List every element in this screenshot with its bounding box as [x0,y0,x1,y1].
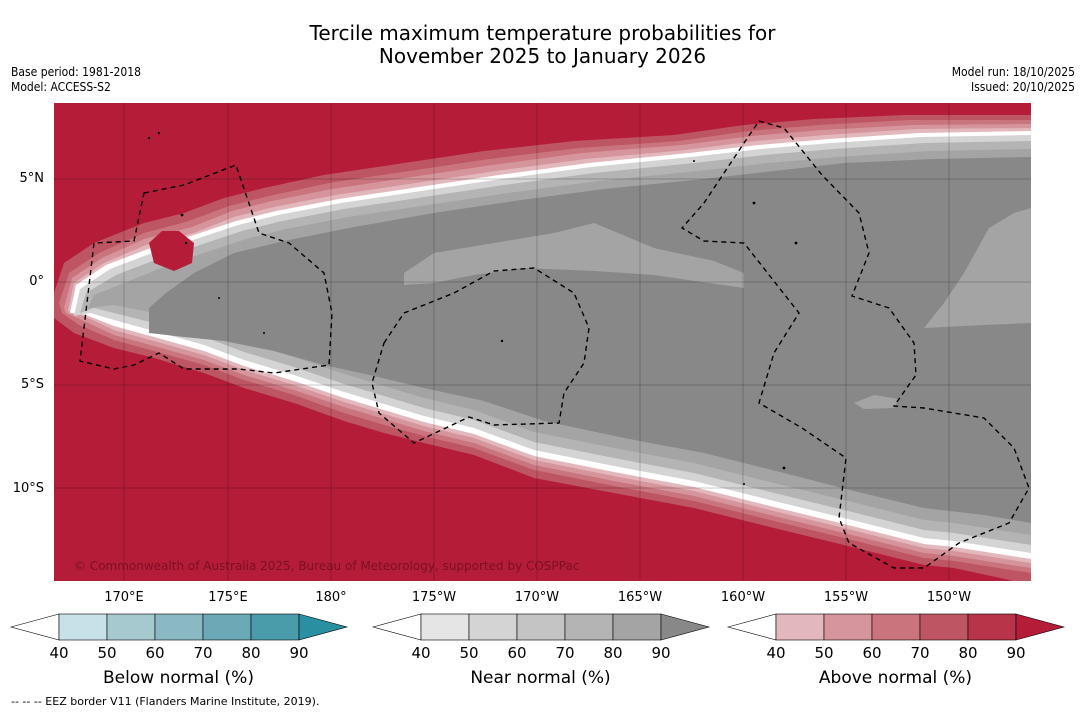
above-normal-pocket [149,231,194,271]
cb-below-swatch-3 [154,613,204,641]
cb-below-tri-right [298,613,349,641]
cb-near-tick: 40 [411,644,431,662]
map-canvas: © Commonwealth of Australia 2025, Bureau… [54,103,1031,581]
eez-border-kiribati-gilberts [79,164,333,374]
colorbar-near-normal [371,613,711,641]
model-run-date: Model run: 18/10/2025 [951,65,1075,79]
colorbar-below-normal [9,613,349,641]
cb-below-tick: 80 [241,644,261,662]
cb-above-tick: 60 [862,644,882,662]
near-normal-90-region [149,157,1031,523]
eez-border-tokelau [371,267,590,444]
lon-label-160w: 160°W [720,590,766,605]
lat-label-0: 0° [29,274,44,289]
lat-label-10s: 10°S [12,481,44,496]
lat-label-5n: 5°N [19,171,45,186]
cb-near-tick: 70 [555,644,575,662]
cb-above-tri-left [726,613,777,641]
cb-above-swatch-5 [967,613,1017,641]
cb-below-tri-left [9,613,60,641]
cb-near-swatch-1 [420,613,470,641]
colorbars [9,613,1066,641]
cb-above-swatch-2 [823,613,873,641]
cb-above-label: Above normal (%) [818,668,973,688]
cb-near-tick: 60 [507,644,527,662]
cb-below-swatch-4 [202,613,252,641]
lat-label-5s: 5°S [20,377,44,392]
lon-label-155w: 155°W [823,590,869,605]
title-line-2: November 2025 to January 2026 [378,44,707,68]
cb-below-swatch-1 [58,613,108,641]
cb-near-tick: 50 [459,644,479,662]
lon-label-165w: 165°W [617,590,663,605]
cb-below-tick: 90 [289,644,309,662]
cb-below-tick: 40 [49,644,69,662]
cb-above-tick: 40 [766,644,786,662]
cb-near-tick: 80 [603,644,623,662]
lon-label-175e: 175°E [208,590,248,605]
cb-near-swatch-5 [612,613,662,641]
eez-borders [79,120,1030,569]
lon-label-180: 180° [315,590,347,605]
cb-near-swatch-3 [516,613,566,641]
lon-label-170w: 170°W [514,590,560,605]
cb-below-swatch-2 [106,613,156,641]
cb-below-tick: 60 [145,644,165,662]
colorbar-above-normal [726,613,1066,641]
cb-above-tick: 80 [958,644,978,662]
cb-above-tick: 90 [1006,644,1026,662]
cb-above-tri-right [1015,613,1066,641]
probability-map: © Commonwealth of Australia 2025, Bureau… [54,103,1031,581]
eez-footnote: -- -- -- EEZ border V11 (Flanders Marine… [11,695,320,708]
cb-above-swatch-1 [775,613,825,641]
cb-above-tick: 50 [814,644,834,662]
cb-below-tick: 50 [97,644,117,662]
near-normal-80-patch-east [924,208,1031,328]
model-info: Base period: 1981-2018 Model: ACCESS-S2 [11,65,141,95]
cb-near-label: Near normal (%) [470,668,611,688]
near-normal-80-patch-equator [404,223,744,288]
cb-near-swatch-4 [564,613,614,641]
issued-date: Issued: 20/10/2025 [970,80,1075,94]
run-info: Model run: 18/10/2025 Issued: 20/10/2025 [952,65,1075,95]
lon-label-150w: 150°W [926,590,972,605]
graticule [54,103,1031,581]
cb-above-tick: 70 [910,644,930,662]
copyright-notice: © Commonwealth of Australia 2025, Bureau… [74,559,579,573]
eez-border-line-islands [680,120,1030,569]
cb-below-tick: 70 [193,644,213,662]
cb-near-tick: 90 [651,644,671,662]
cb-near-tri-left [371,613,422,641]
map-title: Tercile maximum temperature probabilitie… [0,22,1085,68]
cb-below-label: Below normal (%) [103,668,254,688]
base-period: Base period: 1981-2018 [11,65,142,79]
lon-label-175w: 175°W [411,590,457,605]
title-line-1: Tercile maximum temperature probabilitie… [309,21,776,45]
model-name: Model: ACCESS-S2 [11,80,111,94]
cb-below-swatch-5 [250,613,300,641]
near-normal-80-patch-south [854,395,899,409]
island-outlines [147,131,798,485]
cb-near-tri-right [660,613,711,641]
cb-above-swatch-3 [871,613,921,641]
cb-above-swatch-4 [919,613,969,641]
lon-label-170e: 170°E [104,590,144,605]
cb-near-swatch-2 [468,613,518,641]
